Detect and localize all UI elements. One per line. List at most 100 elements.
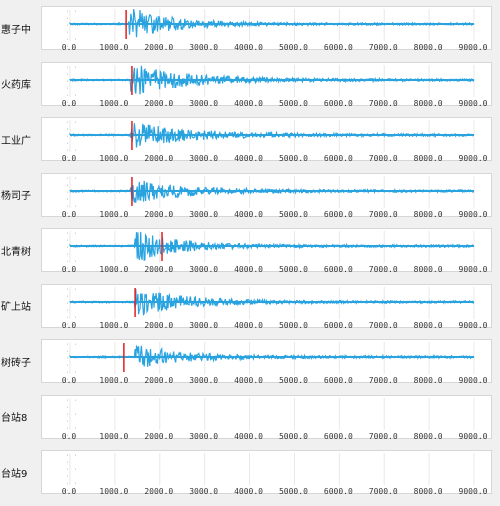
x-tick-label: 4000.0 bbox=[234, 265, 263, 274]
x-tick-label: 1000.0 bbox=[99, 154, 129, 163]
x-axis: 0.0 1000.0 2000.0 3000.0 4000.0 5000.0 6000.0 7… bbox=[41, 487, 492, 499]
y-tick-label: · · · bbox=[66, 481, 79, 494]
x-tick-label: 2000.0 bbox=[144, 431, 174, 441]
x-tick-label: 3000.0 bbox=[189, 431, 219, 441]
x-tick-label: 8000.0 bbox=[413, 43, 443, 52]
x-tick-label: 0.0 bbox=[61, 376, 77, 385]
waveform-plot[interactable]: · · · · · · · · · bbox=[41, 339, 492, 383]
x-tick-label: 7000.0 bbox=[368, 431, 398, 441]
waveform-svg bbox=[69, 175, 475, 208]
x-tick-label: 0.0 bbox=[61, 431, 77, 441]
y-tick-label: · · · bbox=[66, 467, 79, 480]
station-label: 台站8 bbox=[1, 413, 28, 424]
waveform-plot[interactable]: · · · · · · · · · bbox=[41, 283, 492, 328]
station-row: 台站8 · · · · · · · · · 0.0 1000.0 2000.0 3000.0 4… bbox=[0, 394, 500, 451]
waveform-svg bbox=[69, 453, 475, 485]
y-tick-label: · · · bbox=[66, 453, 79, 466]
x-tick-label: 2000.0 bbox=[144, 209, 174, 219]
y-tick-label: · · · bbox=[66, 64, 79, 78]
x-tick-label: 7000.0 bbox=[368, 320, 398, 330]
x-tick-label: 9000.0 bbox=[458, 98, 488, 108]
waveform-plot[interactable]: · · · · · · · · · bbox=[41, 117, 492, 161]
y-tick-label: · · · bbox=[66, 120, 79, 133]
waveform-svg bbox=[69, 342, 475, 374]
x-tick-label: 5000.0 bbox=[278, 98, 308, 108]
x-tick-label: 8000.0 bbox=[413, 487, 443, 496]
waveform-svg bbox=[69, 231, 475, 263]
x-tick-label: 1000.0 bbox=[99, 265, 129, 274]
x-tick-label: 7000.0 bbox=[368, 43, 398, 52]
x-tick-label: 9000.0 bbox=[458, 209, 488, 219]
waveform-svg bbox=[69, 397, 475, 430]
station-row: 矿上站 · · · · · · · · · 0.0 1000.0 2000.0 3000.0 4… bbox=[0, 283, 500, 340]
y-tick-label: · · · bbox=[66, 397, 79, 411]
x-axis: 0.0 1000.0 2000.0 3000.0 4000.0 5000.0 6000.0 7… bbox=[41, 210, 492, 222]
x-tick-label: 4000.0 bbox=[234, 487, 263, 496]
x-tick-label: 1000.0 bbox=[99, 209, 129, 219]
x-tick-label: 2000.0 bbox=[144, 98, 174, 108]
y-tick-label: · · · bbox=[66, 356, 79, 369]
x-tick-label: 9000.0 bbox=[458, 43, 488, 52]
x-tick-label: 5000.0 bbox=[278, 487, 308, 496]
y-tick-label: · · · bbox=[66, 9, 79, 22]
x-axis: 0.0 1000.0 2000.0 3000.0 4000.0 5000.0 6000.0 7… bbox=[41, 376, 492, 388]
x-tick-label: 4000.0 bbox=[234, 154, 263, 163]
x-tick-label: 7000.0 bbox=[368, 265, 398, 274]
x-tick-label: 0.0 bbox=[61, 320, 77, 330]
x-axis: 0.0 1000.0 2000.0 3000.0 4000.0 5000.0 6000.0 7… bbox=[41, 154, 492, 166]
y-tick-label: · · · bbox=[66, 370, 79, 383]
x-tick-label: 2000.0 bbox=[144, 376, 174, 385]
x-tick-label: 0.0 bbox=[61, 265, 77, 274]
x-tick-label: 1000.0 bbox=[99, 43, 129, 52]
station-label: 树砖子 bbox=[1, 357, 31, 369]
station-label: 惠子中 bbox=[1, 24, 31, 36]
station-row: 北青树 · · · · · · · · · 0.0 1000.0 2000.0 3000.0 4… bbox=[0, 228, 500, 284]
waveform-plot[interactable]: · · · · · · · · · bbox=[41, 61, 492, 106]
x-tick-label: 7000.0 bbox=[368, 487, 398, 496]
station-label: 矿上站 bbox=[1, 302, 31, 313]
x-tick-label: 0.0 bbox=[61, 98, 77, 108]
y-axis-ticks: · · · · · · · · · bbox=[66, 453, 86, 494]
station-row: 树砖子 · · · · · · · · · 0.0 1000.0 2000.0 3000.0 4… bbox=[0, 339, 500, 395]
x-tick-label: 2000.0 bbox=[144, 487, 174, 496]
x-tick-label: 5000.0 bbox=[278, 320, 308, 330]
y-tick-label: · · · bbox=[66, 134, 79, 147]
station-row: 惠子中 · · · · · · · · · 0.0 1000.0 2000.0 3000.0 4… bbox=[0, 6, 500, 62]
x-tick-label: 3000.0 bbox=[189, 376, 219, 385]
x-tick-label: 8000.0 bbox=[413, 376, 443, 385]
x-tick-label: 1000.0 bbox=[99, 487, 129, 496]
waveform-plot[interactable]: · · · · · · · · · bbox=[41, 450, 492, 494]
station-row: 台站9 · · · · · · · · · 0.0 1000.0 2000.0 3000.0 4… bbox=[0, 450, 500, 506]
x-tick-label: 1000.0 bbox=[99, 320, 129, 330]
x-tick-label: 6000.0 bbox=[323, 98, 353, 108]
x-tick-label: 0.0 bbox=[61, 154, 77, 163]
x-tick-label: 6000.0 bbox=[323, 43, 353, 52]
x-tick-label: 6000.0 bbox=[323, 209, 353, 219]
x-tick-label: 6000.0 bbox=[323, 487, 353, 496]
y-tick-label: · · · bbox=[66, 300, 79, 314]
station-label: 北青树 bbox=[1, 246, 31, 258]
x-axis: 0.0 1000.0 2000.0 3000.0 4000.0 5000.0 6000.0 7… bbox=[41, 43, 492, 55]
waveform-svg bbox=[69, 64, 475, 97]
waveform-plot[interactable]: · · · · · · · · · bbox=[41, 228, 492, 272]
x-tick-label: 3000.0 bbox=[189, 487, 219, 496]
station-label: 工业广 bbox=[1, 135, 31, 147]
waveform-plot[interactable]: · · · · · · · · · bbox=[41, 6, 492, 50]
y-tick-label: · · · bbox=[66, 245, 79, 258]
x-tick-label: 5000.0 bbox=[278, 209, 308, 219]
x-tick-label: 0.0 bbox=[61, 209, 77, 219]
waveform-plot[interactable]: · · · · · · · · · bbox=[41, 394, 492, 439]
x-tick-label: 9000.0 bbox=[458, 487, 488, 496]
x-tick-label: 3000.0 bbox=[189, 98, 219, 108]
x-tick-label: 4000.0 bbox=[234, 320, 263, 330]
x-tick-label: 5000.0 bbox=[278, 265, 308, 274]
x-tick-label: 5000.0 bbox=[278, 154, 308, 163]
x-tick-label: 8000.0 bbox=[413, 209, 443, 219]
x-tick-label: 2000.0 bbox=[144, 154, 174, 163]
x-tick-label: 6000.0 bbox=[323, 376, 353, 385]
x-axis: 0.0 1000.0 2000.0 3000.0 4000.0 5000.0 6000.0 7… bbox=[41, 321, 492, 333]
x-tick-label: 9000.0 bbox=[458, 431, 488, 441]
y-axis-ticks: · · · · · · · · · bbox=[66, 64, 86, 106]
station-row: 火药库 · · · · · · · · · 0.0 1000.0 2000.0 3000.0 4… bbox=[0, 61, 500, 118]
waveform-plot[interactable]: · · · · · · · · · bbox=[41, 172, 492, 217]
